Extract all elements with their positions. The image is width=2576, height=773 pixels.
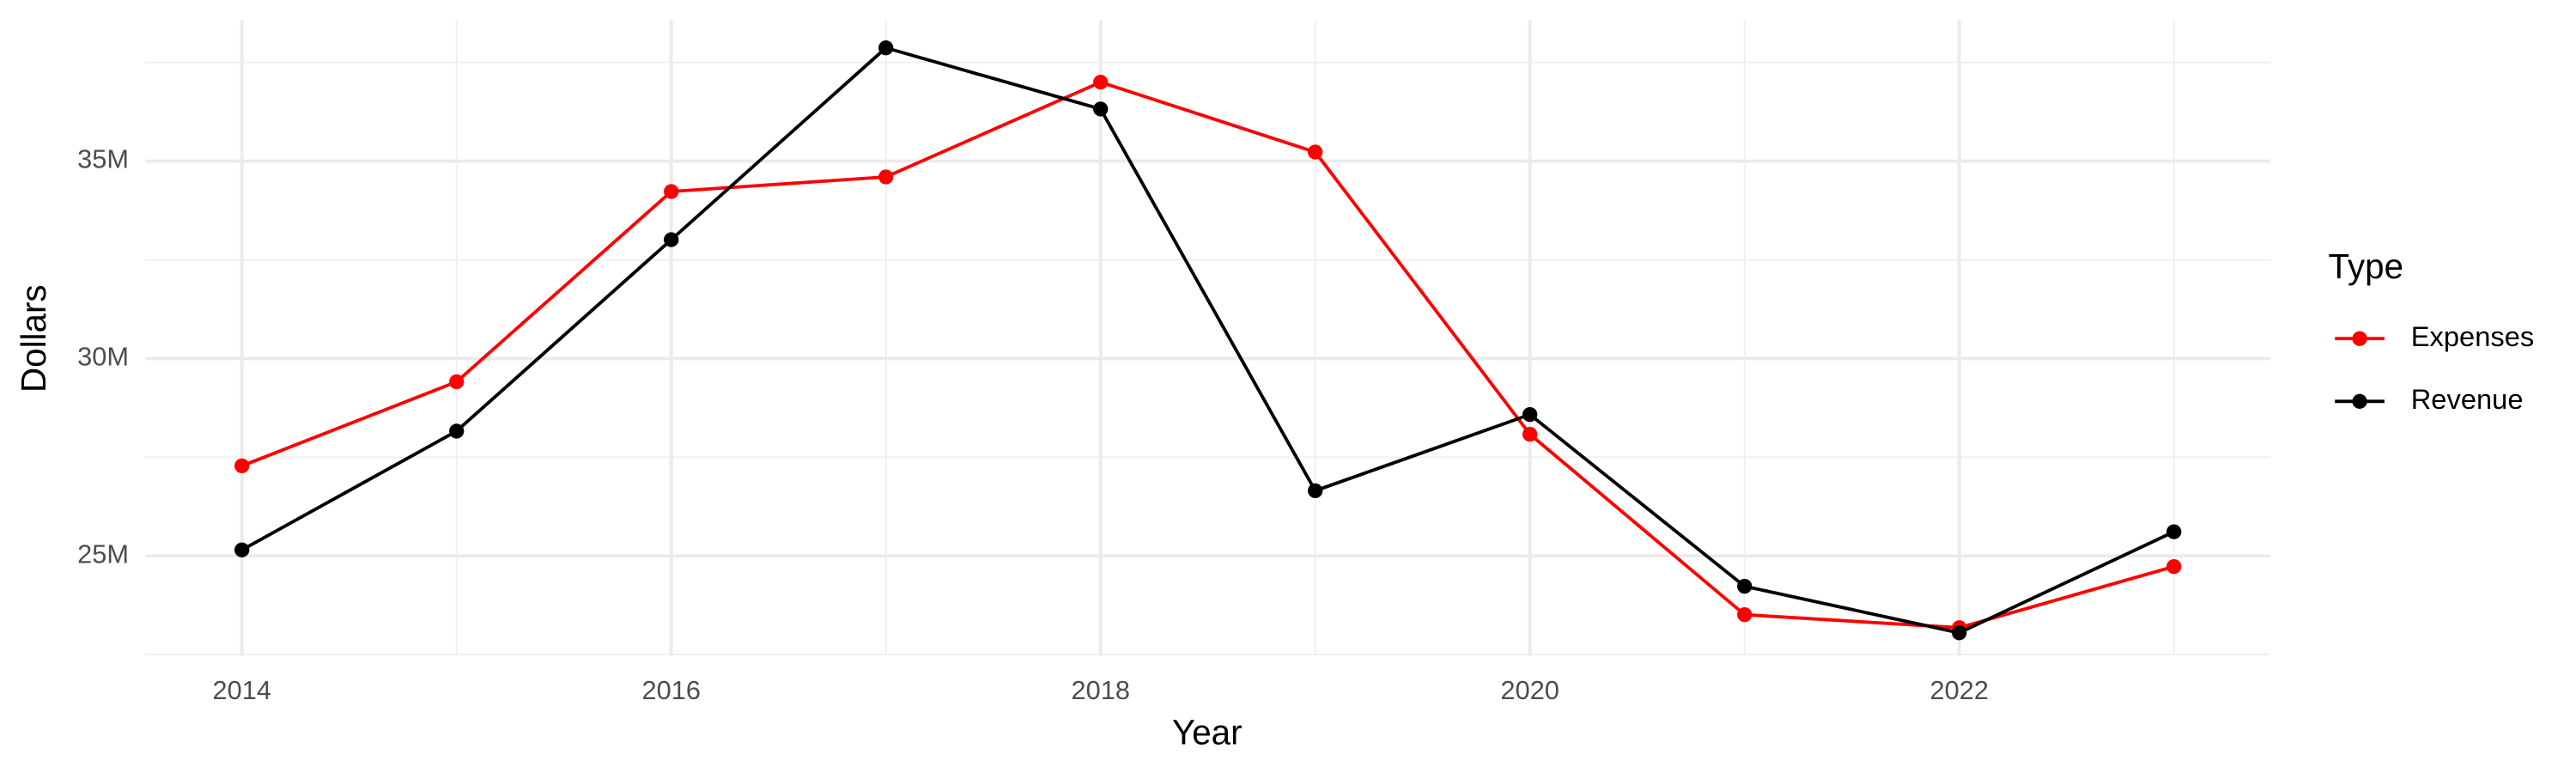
- legend-key-point: [2352, 393, 2367, 409]
- y-tick-label: 30M: [77, 342, 129, 372]
- data-point: [2166, 558, 2182, 575]
- series-line: [240, 46, 2175, 635]
- data-point: [1522, 407, 1538, 423]
- data-point: [449, 423, 465, 439]
- data-point: [1308, 144, 1323, 160]
- data-point: [878, 40, 894, 56]
- x-tick-label: 2022: [1930, 675, 1989, 705]
- x-tick-label: 2016: [642, 675, 701, 705]
- data-point: [1522, 426, 1538, 442]
- legend-title: Type: [2329, 247, 2404, 286]
- x-tick-label: 2014: [213, 675, 271, 705]
- data-point: [878, 169, 894, 185]
- data-point: [2166, 524, 2182, 539]
- data-point: [1093, 101, 1109, 117]
- y-tick-label: 35M: [77, 144, 129, 174]
- data-point: [1093, 75, 1109, 90]
- legend-label: Expenses: [2411, 320, 2535, 352]
- x-axis-title: Year: [1172, 712, 1242, 752]
- data-point: [1952, 625, 1967, 641]
- x-tick-label: 2018: [1072, 675, 1130, 705]
- data-point: [1737, 578, 1753, 594]
- data-point: [664, 232, 679, 247]
- y-tick-label: 25M: [77, 539, 129, 569]
- data-point: [234, 542, 250, 557]
- x-tick-label: 2020: [1501, 675, 1559, 705]
- y-axis-title: Dollars: [14, 284, 53, 393]
- legend-label: Revenue: [2411, 383, 2524, 415]
- data-point: [1737, 607, 1753, 623]
- data-point: [664, 184, 679, 199]
- data-point: [1308, 483, 1323, 499]
- data-point: [234, 458, 250, 474]
- legend-key-point: [2352, 331, 2367, 346]
- series-line: [241, 80, 2175, 630]
- data-point: [449, 374, 465, 390]
